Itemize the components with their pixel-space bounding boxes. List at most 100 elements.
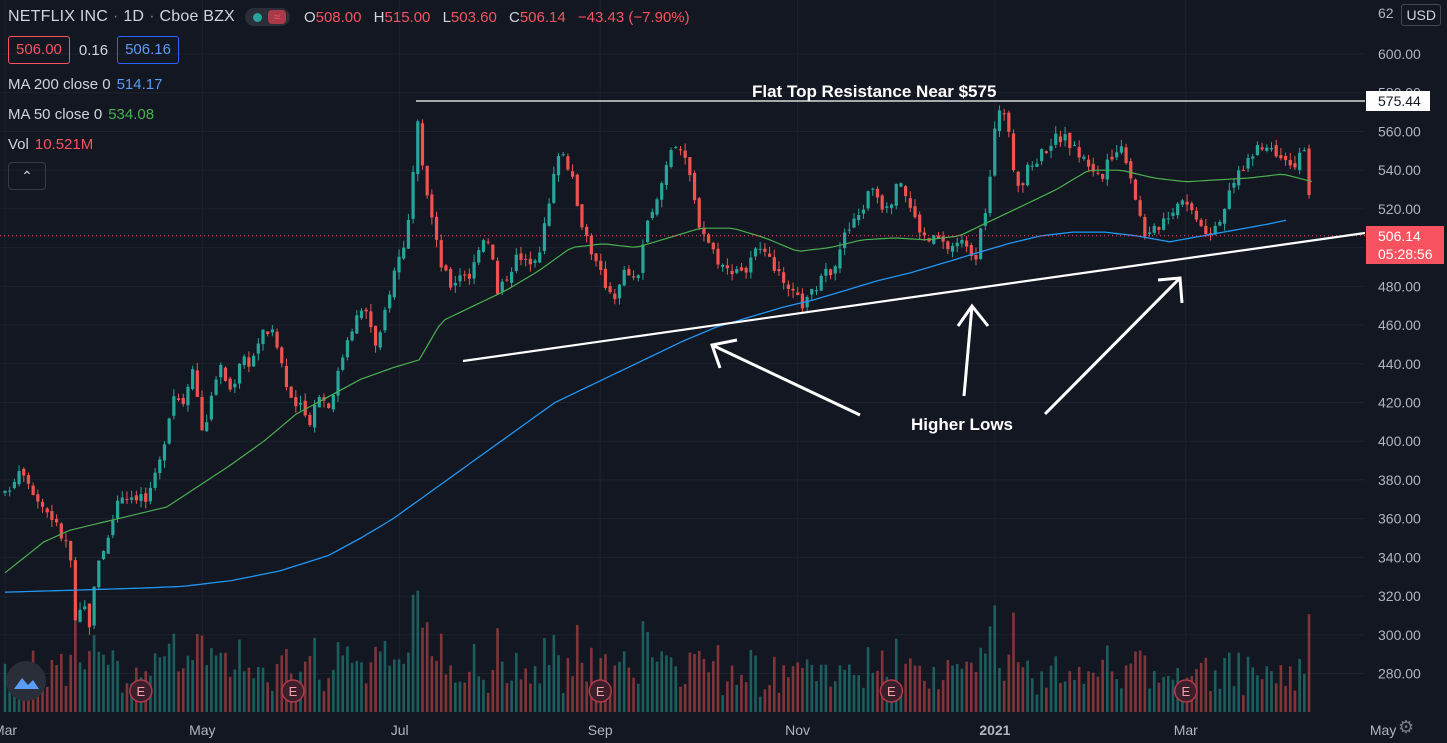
- volume-bar: [1171, 679, 1175, 712]
- candle-body: [871, 188, 875, 190]
- candle-body: [702, 227, 706, 235]
- volume-bar: [74, 582, 77, 712]
- volume-bar: [482, 679, 485, 712]
- earnings-marker[interactable]: [281, 679, 305, 703]
- symbol-header[interactable]: NETFLIX INC · 1D · Cboe BZX ≈ O508.00 H5…: [8, 6, 698, 28]
- sell-button[interactable]: 506.00: [8, 36, 70, 64]
- earnings-marker-label: E: [1181, 684, 1190, 699]
- svg-text:506.14: 506.14: [1378, 228, 1421, 244]
- volume-bar: [355, 660, 359, 712]
- candle-body: [819, 275, 823, 291]
- time-axis[interactable]: Mar May Jul Sep Nov 2021 Mar May: [0, 722, 1396, 738]
- volume-bar: [388, 665, 391, 712]
- volume-bar: [463, 682, 466, 712]
- volume-bar: [336, 642, 340, 712]
- interval[interactable]: 1D: [123, 8, 145, 25]
- candle-body: [838, 249, 842, 269]
- volume-bar: [1218, 688, 1222, 712]
- indicator-ma50[interactable]: MA 50 close 0 534.08: [8, 106, 154, 123]
- candle-body: [1124, 147, 1128, 164]
- volume-bar: [946, 660, 950, 712]
- volume-bar: [1124, 665, 1128, 712]
- candle-body: [997, 110, 1002, 132]
- indicator-volume[interactable]: Vol 10.521M: [8, 136, 93, 153]
- volume-bar: [1223, 657, 1226, 712]
- candle-body: [1180, 200, 1184, 205]
- earnings-marker[interactable]: [588, 679, 612, 703]
- arrow-right: [1043, 276, 1184, 416]
- volume-bar: [969, 662, 973, 712]
- candle-body: [622, 269, 626, 286]
- candle-body: [772, 257, 776, 271]
- candle-body: [312, 404, 317, 428]
- earnings-marker[interactable]: [129, 679, 153, 703]
- volume-bar: [1298, 658, 1301, 712]
- volume-bar: [125, 683, 129, 712]
- earnings-marker[interactable]: [1174, 679, 1198, 703]
- volume-bar: [712, 661, 715, 712]
- volume-bar: [848, 664, 851, 712]
- volume-bar: [45, 686, 49, 712]
- candle-body: [810, 288, 814, 295]
- candle-body: [280, 347, 284, 364]
- indicator-ma200[interactable]: MA 200 close 0 514.17: [8, 76, 162, 93]
- volume-bar: [651, 657, 654, 712]
- candle-body: [125, 499, 129, 501]
- volume-bar: [833, 681, 837, 712]
- volume-bar: [1242, 695, 1245, 712]
- volume-bar: [951, 665, 954, 712]
- volume-bar: [716, 645, 720, 712]
- candle-body: [1232, 182, 1236, 188]
- candle-body: [266, 331, 270, 334]
- volume-bar: [416, 590, 420, 712]
- volume-bar: [514, 652, 518, 712]
- candle-body: [298, 402, 303, 405]
- volume-bar: [965, 661, 968, 712]
- candle-body: [1091, 163, 1095, 172]
- candle-body: [92, 586, 96, 626]
- spread-value: 0.16: [78, 41, 109, 59]
- candle-body: [1227, 190, 1231, 209]
- market-status-pill[interactable]: ≈: [244, 8, 290, 26]
- time-tick-label: Sep: [588, 722, 613, 738]
- volume-bar: [247, 667, 251, 712]
- volume-bar: [308, 656, 312, 712]
- candle-body: [181, 397, 185, 405]
- candle-body: [965, 240, 969, 247]
- candle-body: [195, 370, 199, 397]
- candle-body: [430, 194, 434, 218]
- volume-bar: [852, 674, 856, 712]
- volume-bar: [280, 655, 284, 712]
- higher-lows-annotation: Higher Lows: [911, 415, 1013, 434]
- candle-body: [510, 271, 514, 283]
- candle-body: [444, 265, 448, 271]
- volume-bar: [210, 648, 213, 712]
- collapse-indicators-button[interactable]: ⌃: [8, 162, 46, 190]
- volume-bar: [1096, 676, 1100, 712]
- buy-button[interactable]: 506.16: [117, 36, 179, 64]
- price-tick-label: 400.00: [1378, 433, 1421, 449]
- resistance-price-tag: 575.44: [1366, 91, 1430, 111]
- volume-bar: [88, 651, 91, 712]
- earnings-marker[interactable]: [879, 679, 904, 703]
- tradingview-logo[interactable]: [6, 661, 46, 701]
- volume-bar: [120, 692, 124, 712]
- candle-body: [688, 157, 692, 176]
- symbol-name[interactable]: NETFLIX INC: [8, 8, 108, 25]
- candle-body: [158, 459, 162, 473]
- candle-body: [1021, 183, 1025, 186]
- candle-body: [824, 268, 828, 276]
- svg-text:575.44: 575.44: [1378, 93, 1421, 109]
- gear-icon[interactable]: ⚙: [1398, 717, 1415, 737]
- volume-bar: [317, 679, 321, 712]
- volume-bar: [411, 594, 415, 712]
- exchange[interactable]: Cboe BZX: [159, 8, 235, 25]
- currency-button[interactable]: USD: [1401, 4, 1441, 26]
- volume-bar: [613, 665, 617, 712]
- volume-bar: [955, 664, 959, 712]
- arrow-middle: [956, 303, 990, 397]
- candle-body: [115, 500, 120, 519]
- high-value: 515.00: [384, 8, 431, 26]
